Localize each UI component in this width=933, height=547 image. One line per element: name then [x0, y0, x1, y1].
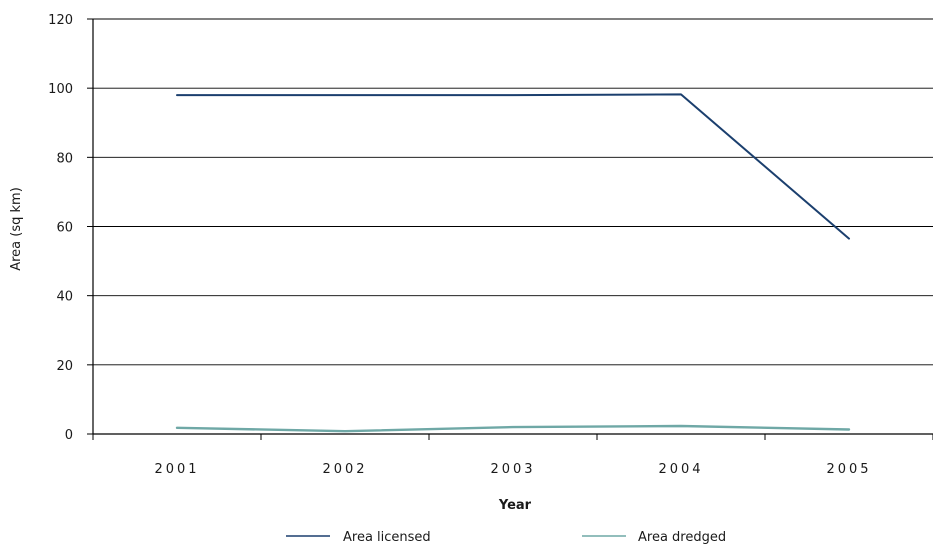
series: [175, 93, 851, 433]
y-tick-label: 60: [56, 221, 73, 236]
y-tick-label: 100: [48, 82, 73, 97]
series-line-area-dredged: [175, 424, 851, 433]
x-tick-label: 2002: [322, 462, 367, 477]
legend-item-area-dredged: Area dredged: [582, 530, 726, 545]
x-tick-label: 2001: [154, 462, 199, 477]
legend: Area licensed Area dredged: [286, 530, 726, 545]
y-tick-label: 40: [56, 290, 73, 305]
y-tick-label: 120: [48, 13, 73, 28]
x-tick-label: 2005: [826, 462, 871, 477]
y-tick-label: 20: [56, 359, 73, 374]
x-axis-ticks: 2001 2002 2003 2004 2005: [92, 434, 933, 477]
x-axis-title: Year: [498, 498, 532, 513]
y-axis-title: Area (sq km): [9, 187, 24, 271]
y-tick-label: 0: [65, 428, 73, 443]
x-tick-label: 2004: [658, 462, 703, 477]
y-tick-label: 80: [56, 151, 73, 166]
legend-item-area-licensed: Area licensed: [286, 530, 431, 545]
x-tick-label: 2003: [490, 462, 535, 477]
series-line-area-licensed: [176, 93, 850, 240]
legend-label-area-licensed: Area licensed: [343, 530, 431, 545]
legend-label-area-dredged: Area dredged: [638, 530, 726, 545]
gridlines: [93, 18, 933, 366]
y-axis-ticks: 0 20 40 60 80 100 120: [48, 13, 93, 443]
